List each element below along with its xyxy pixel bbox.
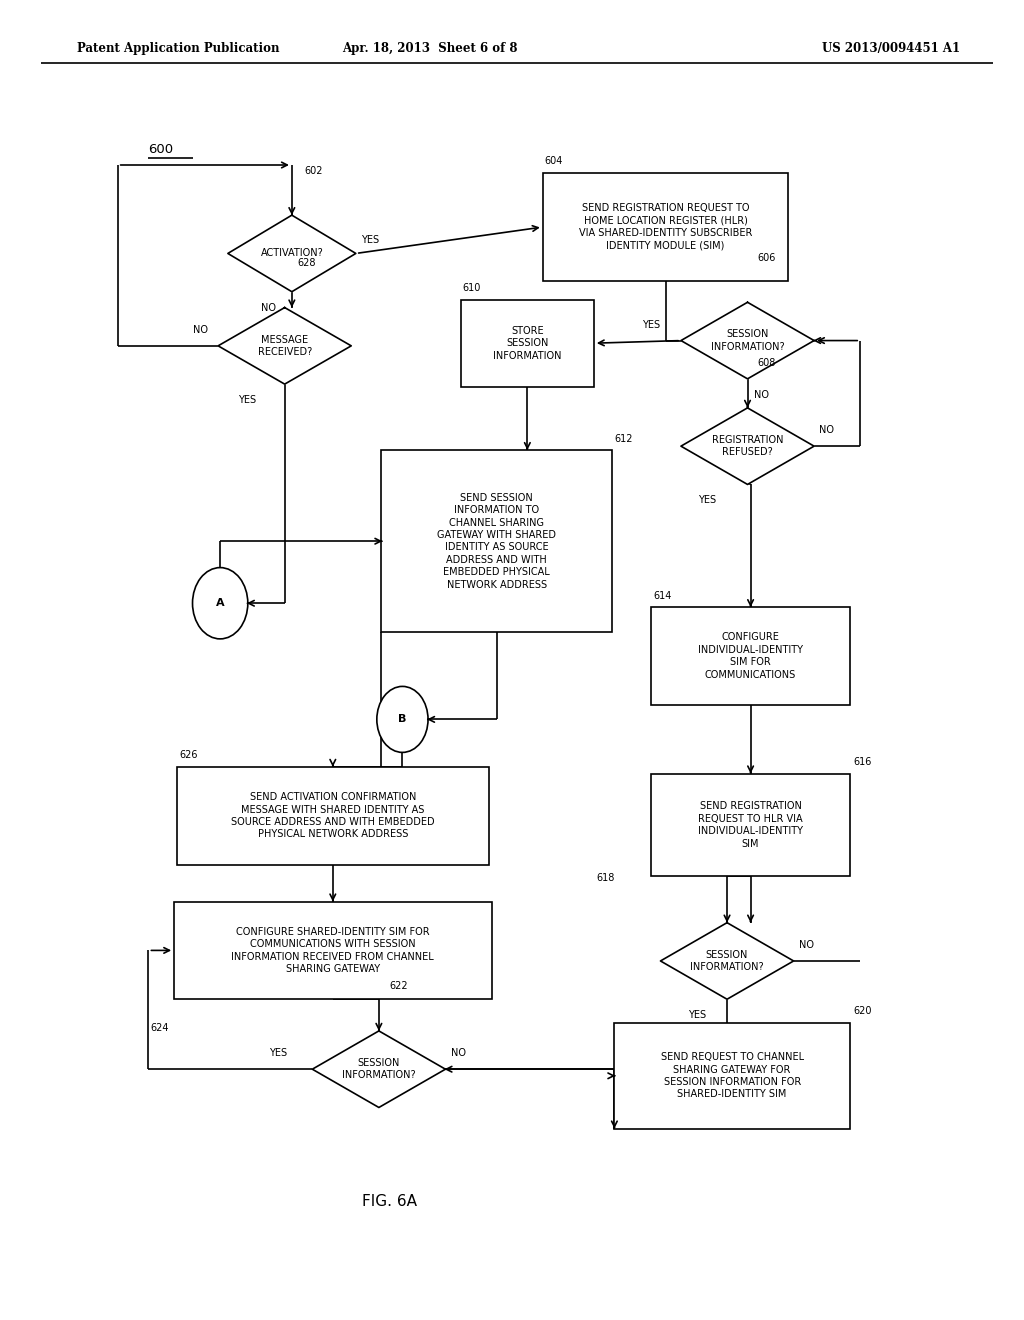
Text: NO: NO [193,325,208,335]
Text: 614: 614 [653,590,672,601]
Text: 606: 606 [758,252,776,263]
Circle shape [193,568,248,639]
Text: 624: 624 [151,1023,169,1034]
Bar [543,173,788,281]
Text: NO: NO [754,389,769,400]
Text: REGISTRATION
REFUSED?: REGISTRATION REFUSED? [712,436,783,457]
Text: SEND ACTIVATION CONFIRMATION
MESSAGE WITH SHARED IDENTITY AS
SOURCE ADDRESS AND : SEND ACTIVATION CONFIRMATION MESSAGE WIT… [231,792,434,840]
Text: YES: YES [269,1048,288,1059]
Bar [614,1023,850,1129]
Bar [651,774,850,876]
Text: 618: 618 [596,873,614,883]
Text: YES: YES [238,395,256,405]
Text: 608: 608 [758,358,776,368]
Text: CONFIGURE SHARED-IDENTITY SIM FOR
COMMUNICATIONS WITH SESSION
INFORMATION RECEIV: CONFIGURE SHARED-IDENTITY SIM FOR COMMUN… [231,927,434,974]
Text: 622: 622 [389,981,408,991]
Text: 616: 616 [853,756,871,767]
Polygon shape [218,308,351,384]
Text: SEND REGISTRATION REQUEST TO
HOME LOCATION REGISTER (HLR)
VIA SHARED-IDENTITY SU: SEND REGISTRATION REQUEST TO HOME LOCATI… [579,203,753,251]
Polygon shape [660,923,794,999]
Text: NO: NO [819,425,835,436]
Polygon shape [681,302,814,379]
Text: SESSION
INFORMATION?: SESSION INFORMATION? [342,1059,416,1080]
Text: YES: YES [642,319,660,330]
Text: SESSION
INFORMATION?: SESSION INFORMATION? [711,330,784,351]
Text: 604: 604 [545,156,563,166]
Text: 612: 612 [614,433,633,444]
Text: 600: 600 [148,143,174,156]
Text: ACTIVATION?: ACTIVATION? [260,248,324,259]
Text: 602: 602 [304,165,323,176]
Text: SESSION
INFORMATION?: SESSION INFORMATION? [690,950,764,972]
Polygon shape [681,408,814,484]
Text: SEND REQUEST TO CHANNEL
SHARING GATEWAY FOR
SESSION INFORMATION FOR
SHARED-IDENT: SEND REQUEST TO CHANNEL SHARING GATEWAY … [660,1052,804,1100]
Text: US 2013/0094451 A1: US 2013/0094451 A1 [822,42,959,55]
Text: STORE
SESSION
INFORMATION: STORE SESSION INFORMATION [494,326,561,360]
Polygon shape [227,215,356,292]
Bar [651,607,850,705]
Text: FIG. 6A: FIG. 6A [361,1193,417,1209]
Polygon shape [312,1031,445,1107]
Bar [174,902,492,999]
Text: YES: YES [688,1010,707,1020]
Text: YES: YES [698,495,717,506]
Text: 610: 610 [463,282,481,293]
Text: A: A [216,598,224,609]
Text: NO: NO [799,940,814,950]
Text: MESSAGE
RECEIVED?: MESSAGE RECEIVED? [258,335,311,356]
Text: NO: NO [261,302,276,313]
Text: NO: NO [451,1048,466,1059]
Text: SEND REGISTRATION
REQUEST TO HLR VIA
INDIVIDUAL-IDENTITY
SIM: SEND REGISTRATION REQUEST TO HLR VIA IND… [698,801,803,849]
Text: 620: 620 [853,1006,871,1016]
Text: B: B [398,714,407,725]
Text: YES: YES [360,235,379,246]
Bar [381,450,612,632]
Text: 626: 626 [179,750,198,760]
Text: Apr. 18, 2013  Sheet 6 of 8: Apr. 18, 2013 Sheet 6 of 8 [342,42,518,55]
Text: SEND SESSION
INFORMATION TO
CHANNEL SHARING
GATEWAY WITH SHARED
IDENTITY AS SOUR: SEND SESSION INFORMATION TO CHANNEL SHAR… [437,492,556,590]
Circle shape [377,686,428,752]
Bar [177,767,489,865]
Text: CONFIGURE
INDIVIDUAL-IDENTITY
SIM FOR
COMMUNICATIONS: CONFIGURE INDIVIDUAL-IDENTITY SIM FOR CO… [698,632,803,680]
Text: Patent Application Publication: Patent Application Publication [77,42,280,55]
Text: 628: 628 [297,257,315,268]
Bar [461,300,594,387]
